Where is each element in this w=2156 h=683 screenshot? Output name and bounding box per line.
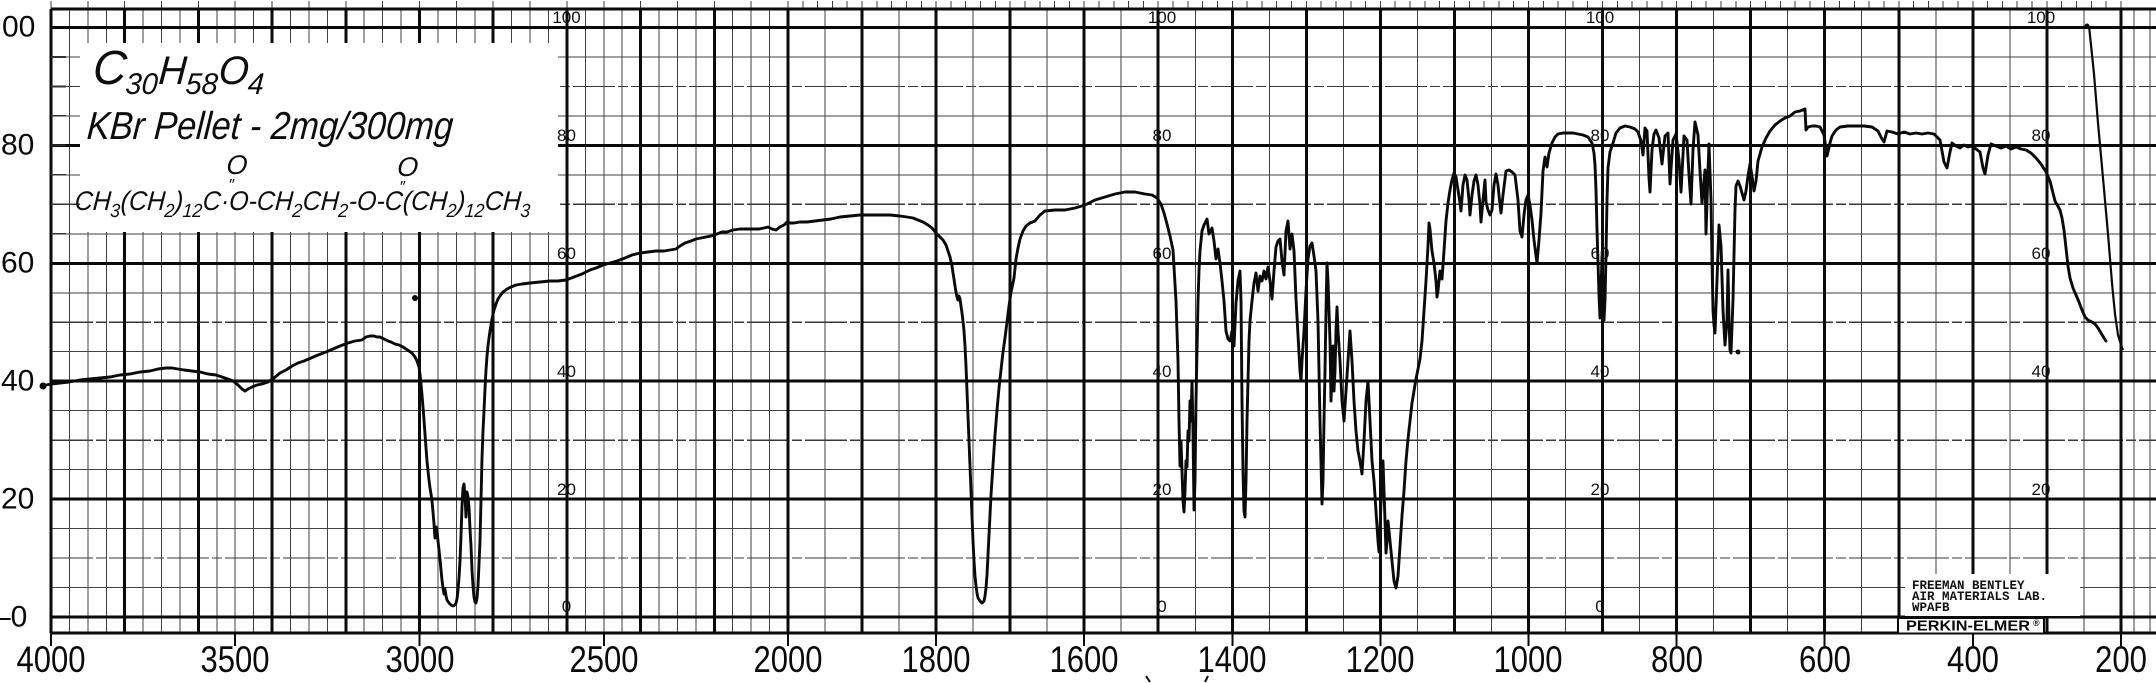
svg-text:0: 0 [1595,597,1604,616]
svg-text:AIR MATERIALS LAB.: AIR MATERIALS LAB. [1912,590,2047,604]
svg-text:–0: –0 [0,601,27,634]
svg-text:60: 60 [557,244,576,263]
svg-text:100: 100 [2027,8,2055,27]
svg-text:100: 100 [1586,8,1614,27]
svg-text:0: 0 [1157,597,1166,616]
svg-text:O: O [396,152,419,182]
svg-text:®: ® [2033,618,2040,628]
svg-text:0: 0 [562,597,571,616]
svg-text:00: 00 [2,11,35,44]
svg-text:60: 60 [1153,244,1172,263]
svg-text:″: ″ [227,177,235,194]
svg-text:80: 80 [557,126,576,145]
svg-text:FREEMAN BENTLEY: FREEMAN BENTLEY [1912,579,2025,593]
svg-text:100: 100 [552,8,580,27]
svg-text:80: 80 [1,129,34,162]
svg-text:20: 20 [2032,480,2051,499]
svg-text:100: 100 [1148,8,1176,27]
svg-text:80: 80 [1153,126,1172,145]
svg-text:O: O [225,150,248,180]
svg-text:C30H58O4: C30H58O4 [91,42,267,101]
svg-text:20: 20 [1,483,34,516]
svg-text:60: 60 [1,247,34,280]
svg-text:80: 80 [1591,126,1610,145]
svg-text:20: 20 [557,480,576,499]
svg-text:60: 60 [2032,244,2051,263]
svg-text:40: 40 [1153,362,1172,381]
svg-text:WPAFB: WPAFB [1912,601,1950,615]
svg-text:40: 40 [557,362,576,381]
svg-text:20: 20 [1591,480,1610,499]
svg-text:40: 40 [1,365,34,398]
svg-text:PERKIN-ELMER: PERKIN-ELMER [1906,619,2031,635]
svg-text:40: 40 [1591,362,1610,381]
svg-text:″: ″ [398,179,406,196]
svg-text:40: 40 [2032,362,2051,381]
svg-text:80: 80 [2032,126,2051,145]
svg-text:KBr Pellet - 2mg/300mg: KBr Pellet - 2mg/300mg [86,105,455,148]
svg-text:20: 20 [1153,480,1172,499]
